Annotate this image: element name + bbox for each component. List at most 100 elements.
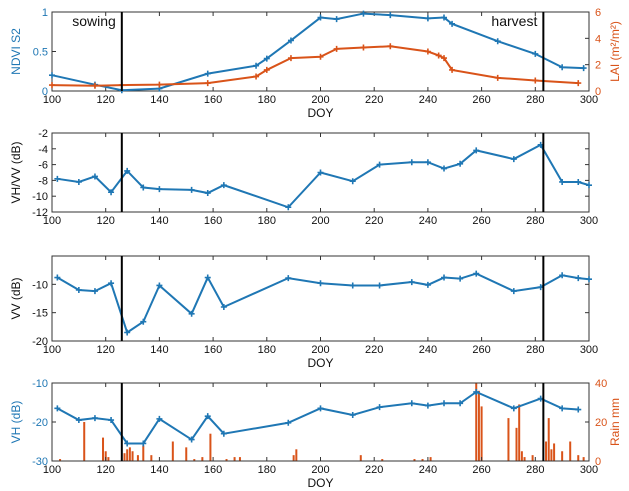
data-point (424, 48, 431, 55)
data-point (457, 160, 464, 167)
x-tick-label: 100 (43, 215, 61, 227)
rain-bar (523, 457, 526, 461)
data-point (376, 282, 383, 289)
data-point (91, 288, 98, 295)
x-tick-label: 260 (472, 215, 490, 227)
x-tick-label: 220 (365, 215, 383, 227)
data-point (559, 405, 566, 412)
data-point (441, 55, 448, 62)
data-point (473, 147, 480, 154)
y-tick-label: -10 (32, 378, 48, 390)
x-tick-label: 180 (258, 215, 276, 227)
rain-bar (515, 427, 518, 461)
data-point (253, 73, 260, 80)
data-point (457, 400, 464, 407)
data-point (204, 413, 211, 420)
rain-bar (421, 459, 424, 461)
data-point (441, 14, 448, 21)
panel-1: 100 120 140 160 180 200 220 240 260 280 30000.5102… (9, 7, 622, 120)
y-tick-label: -20 (32, 417, 48, 429)
rain-bar (136, 455, 139, 461)
data-point (188, 310, 195, 317)
rain-bar (547, 418, 550, 461)
data-point (449, 20, 456, 27)
x-axis-label: DOY (307, 106, 333, 120)
x-tick-label: 200 (311, 344, 329, 356)
rain-bar (359, 455, 362, 461)
rain-bar (128, 447, 131, 461)
data-point (441, 400, 448, 407)
x-tick-label: 260 (472, 464, 490, 476)
rain-bar (507, 418, 510, 461)
y-tick-label: -6 (38, 160, 48, 172)
sowing-label: sowing (72, 13, 116, 29)
series-line (56, 390, 579, 445)
data-point (575, 406, 582, 413)
x-tick-label: 240 (419, 344, 437, 356)
rain-bar (225, 459, 228, 461)
data-point (494, 74, 501, 81)
rain-bar (142, 445, 145, 461)
x-tick-label: 280 (526, 464, 544, 476)
data-point (473, 270, 480, 277)
panel-4: 100 120 140 160 180 200 220 240 260 280 300-30-20-… (9, 378, 622, 490)
x-tick-label: 180 (258, 464, 276, 476)
data-point (220, 304, 227, 310)
data-point (287, 37, 294, 44)
data-point (408, 159, 415, 166)
rain-bar (233, 457, 236, 461)
rain-bar (295, 449, 298, 461)
data-point (441, 165, 448, 172)
data-point (510, 405, 517, 412)
y2-tick-label: 4 (595, 33, 601, 45)
data-point (360, 10, 367, 17)
data-point (349, 178, 356, 185)
data-point (317, 169, 324, 176)
rain-bar (185, 447, 188, 461)
y-axis-label: VH/VV (dB) (9, 141, 23, 203)
data-point (510, 288, 517, 295)
rain-bar (131, 451, 134, 461)
x-tick-label: 180 (258, 94, 276, 106)
x-tick-label: 160 (204, 464, 222, 476)
x-tick-label: 300 (580, 344, 598, 356)
data-point (140, 440, 147, 447)
data-point (204, 70, 211, 77)
panel-2: 100 120 140 160 180 200 220 240 260 280 300 -12 -10 -… (9, 128, 598, 227)
data-point (575, 80, 582, 87)
rain-bar (171, 441, 174, 461)
rain-bar (475, 383, 478, 461)
data-point (91, 173, 98, 180)
data-point (408, 279, 415, 286)
rain-bar (569, 441, 572, 461)
x-tick-label: 100 (43, 94, 61, 106)
data-point (263, 66, 270, 73)
rain-bar (150, 455, 153, 461)
rain-bar (480, 406, 483, 461)
data-point (54, 175, 61, 182)
data-point (449, 66, 456, 73)
series-line (56, 272, 590, 335)
x-tick-label: 280 (526, 215, 544, 227)
y-tick-label: -2 (38, 128, 48, 140)
rain-bar (550, 449, 553, 461)
data-point (108, 417, 115, 424)
rain-bar (238, 457, 241, 461)
series-line (57, 143, 590, 209)
panel-3: 100 120 140 160 180 200 220 240 260 280 300 -20 -15 -… (9, 255, 598, 370)
data-point (387, 12, 394, 19)
data-point (285, 419, 292, 426)
x-tick-label: 180 (258, 344, 276, 356)
x-tick-label: 200 (311, 94, 329, 106)
x-tick-label: 120 (97, 215, 115, 227)
data-point (156, 81, 163, 88)
data-point (253, 62, 260, 69)
data-point (140, 184, 147, 191)
data-point (333, 16, 340, 23)
rain-bar (201, 457, 204, 461)
data-point (156, 415, 163, 422)
y-tick-label: -15 (32, 308, 48, 320)
data-point (532, 77, 539, 84)
rain-bar (59, 459, 62, 461)
x-tick-label: 280 (526, 94, 544, 106)
